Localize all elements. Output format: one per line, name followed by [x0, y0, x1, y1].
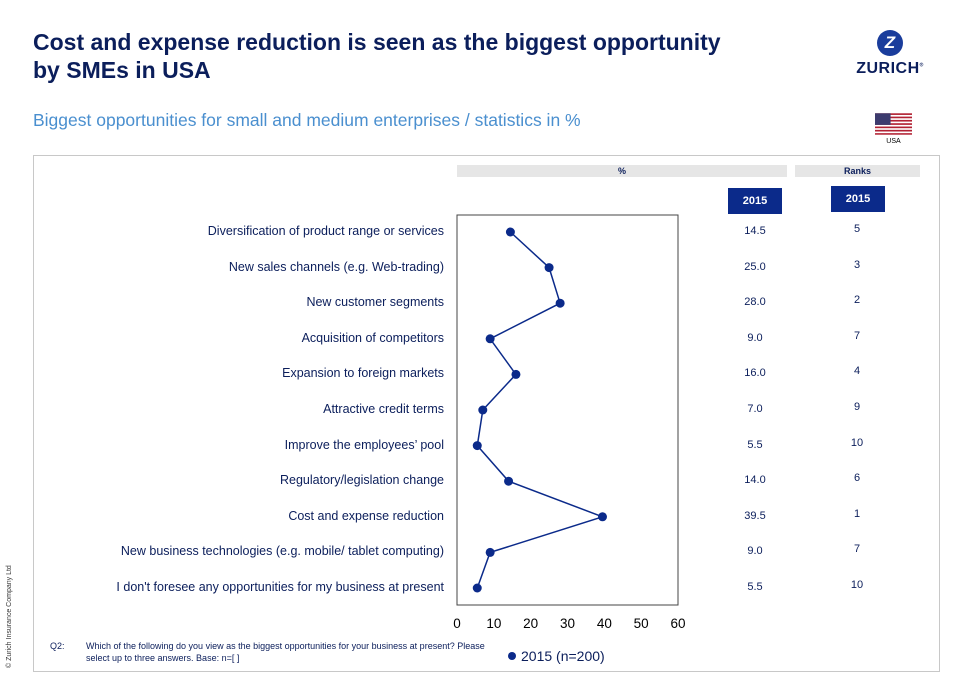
zurich-logo-text: ZURICH [856, 60, 920, 77]
x-tick-label: 50 [633, 616, 649, 631]
zurich-logo-icon: Z [877, 30, 903, 56]
value-label: 39.5 [744, 509, 766, 522]
rank-label: 4 [853, 365, 861, 378]
x-tick-label: 60 [670, 616, 686, 631]
legend-marker-icon [508, 652, 516, 660]
x-tick-label: 40 [596, 616, 612, 631]
value-label: 5.5 [747, 581, 763, 593]
year-ranks-badge: 2015 [831, 186, 885, 212]
category-label: New business technologies (e.g. mobile/ … [120, 544, 444, 559]
value-label: 9.0 [747, 545, 763, 558]
plot-frame [456, 214, 679, 606]
category-label: New customer segments [306, 295, 444, 310]
x-tick-label: 10 [486, 616, 502, 631]
category-label: Diversification of product range or serv… [207, 224, 444, 238]
data-point [544, 263, 554, 273]
category-label: I don't foresee any opportunities for my… [116, 580, 444, 594]
value-label: 28.0 [744, 296, 766, 309]
country-label: USA [886, 138, 901, 145]
data-point [597, 512, 607, 522]
value-label: 16.0 [744, 367, 766, 380]
rank-label: 1 [853, 507, 861, 520]
data-point [478, 405, 488, 415]
value-label: 14.0 [744, 474, 766, 487]
chart-subtitle: Biggest opportunities for small and medi… [33, 110, 581, 130]
category-label: Cost and expense reduction [288, 508, 444, 523]
category-label: Attractive credit terms [323, 402, 444, 416]
value-label: 14.5 [744, 225, 766, 237]
rank-label: 7 [853, 543, 861, 556]
legend-label: 2015 (n=200) [521, 648, 605, 664]
rank-label: 7 [853, 329, 861, 342]
category-label: Improve the employees’ pool [284, 437, 444, 452]
footnote-text: Which of the following do you view as th… [86, 641, 485, 663]
rank-label: 5 [853, 223, 861, 235]
rank-label: 10 [850, 436, 864, 449]
page-title: Cost and expense reduction is seen as th… [33, 29, 721, 83]
category-label: New sales channels (e.g. Web-trading) [228, 259, 444, 274]
usa-flag-icon [875, 113, 912, 135]
value-label: 25.0 [744, 260, 766, 273]
data-point [504, 476, 514, 486]
rank-label: 10 [850, 579, 864, 591]
chart-panel [33, 155, 940, 672]
x-tick-label: 30 [559, 616, 576, 631]
category-label: Expansion to foreign markets [282, 366, 444, 381]
x-tick-label: 0 [453, 616, 461, 631]
zurich-logo: Z ZURICH® [835, 30, 945, 90]
rank-label: 9 [853, 401, 861, 413]
percent-header: % [457, 165, 787, 177]
category-label: Acquisition of competitors [301, 330, 444, 345]
data-point [472, 441, 482, 451]
data-point [472, 583, 482, 593]
data-point [511, 369, 521, 379]
ranks-header: Ranks [795, 165, 920, 177]
data-point [555, 298, 565, 308]
x-tick-label: 20 [523, 616, 539, 631]
value-label: 5.5 [747, 438, 763, 451]
value-label: 9.0 [747, 331, 763, 344]
data-point [485, 547, 495, 557]
data-point [505, 227, 515, 237]
copyright: © Zurich Insurance Company Ltd [6, 565, 13, 668]
rank-label: 3 [853, 258, 861, 271]
chart-legend: 2015 (n=200) [508, 648, 605, 664]
value-label: 7.0 [747, 403, 763, 415]
year-values-badge: 2015 [728, 188, 782, 214]
category-label: Regulatory/legislation change [280, 473, 444, 488]
rank-label: 2 [853, 294, 861, 307]
data-point [485, 334, 495, 344]
rank-label: 6 [853, 472, 861, 485]
series-line-2015 [476, 231, 605, 589]
footnote-question-number: Q2: [50, 641, 65, 651]
